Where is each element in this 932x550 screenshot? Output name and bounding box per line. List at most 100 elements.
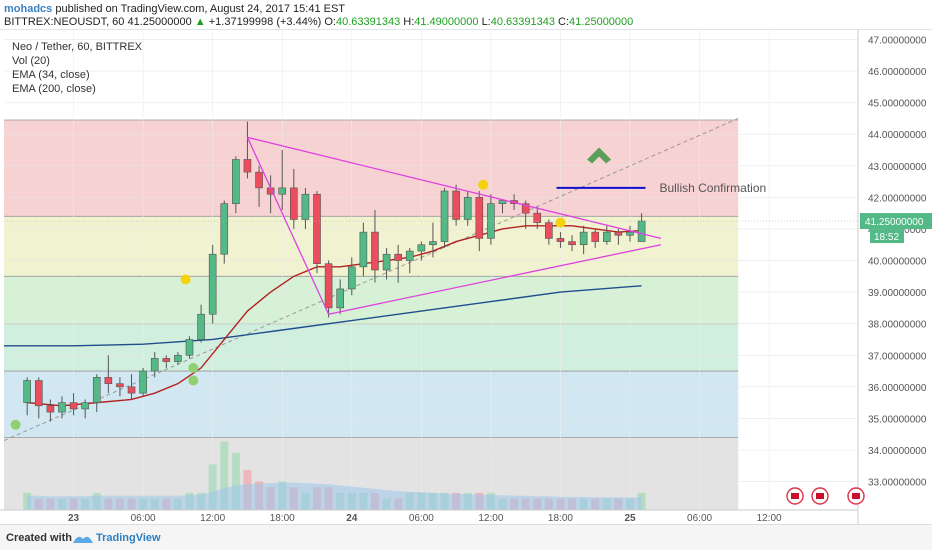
- volume-bar: [231, 452, 240, 510]
- candle-body: [521, 203, 530, 214]
- volume-bar: [220, 441, 229, 510]
- price-tick-label: 34.00000000: [868, 446, 927, 457]
- candle-body: [278, 187, 287, 195]
- candle-body: [301, 193, 310, 220]
- time-tick-label: 24: [346, 513, 358, 524]
- price-tick-label: 43.00000000: [868, 162, 927, 173]
- fib-band: [4, 276, 739, 324]
- candle-body: [197, 313, 205, 340]
- marker-dot: [188, 362, 199, 373]
- author-link[interactable]: mohadcs: [4, 3, 53, 15]
- marker-dot: [188, 375, 199, 386]
- low-value: 40.63391343: [490, 16, 555, 28]
- candle-body: [208, 253, 217, 315]
- flag-icon: [791, 493, 799, 499]
- ema-200-line: [4, 285, 642, 347]
- tradingview-brand[interactable]: TradingView: [96, 532, 161, 544]
- open-value: 40.63391343: [335, 16, 401, 28]
- legend-title: Neo / Tether, 60, BITTREX: [12, 41, 143, 53]
- close-value: 41.25000000: [569, 16, 634, 28]
- candle-body: [243, 159, 252, 173]
- marker-dot: [555, 217, 566, 228]
- price-tick-label: 44.00000000: [868, 130, 927, 141]
- last-price-badge: [860, 213, 932, 230]
- candle-body: [324, 263, 333, 309]
- legend-ema34: EMA (34, close): [12, 69, 90, 81]
- last-price: 41.25000000: [127, 16, 192, 28]
- publish-info: published on TradingView.com, August 24,…: [55, 3, 346, 15]
- chart-header: mohadcs published on TradingView.com, Au…: [0, 0, 932, 30]
- volume-bar: [208, 464, 217, 510]
- up-arrow-icon: [587, 147, 612, 164]
- triangle-trendline: [246, 137, 330, 315]
- candle-body: [371, 231, 379, 271]
- marker-dot: [180, 274, 191, 285]
- fib-band: [4, 371, 739, 438]
- candle-body: [127, 386, 136, 394]
- candle-body: [475, 197, 484, 239]
- candle-body: [637, 220, 646, 242]
- time-tick-label: 18:00: [548, 513, 573, 524]
- time-tick-label: 23: [68, 513, 80, 524]
- candle-body: [579, 231, 588, 246]
- legend-ema200: EMA (200, close): [12, 83, 96, 95]
- low-label: L:: [481, 16, 491, 28]
- candle-body: [220, 203, 229, 255]
- candle-body: [347, 266, 356, 290]
- candle-body: [545, 222, 553, 239]
- price-tick-label: 36.00000000: [868, 383, 927, 394]
- candle-body: [591, 231, 600, 242]
- legend-vol: Vol (20): [12, 55, 50, 67]
- candle-body: [46, 405, 55, 413]
- candle-body: [23, 380, 31, 403]
- time-tick-label: 06:00: [131, 513, 156, 524]
- publish-line: mohadcs published on TradingView.com, Au…: [4, 3, 345, 15]
- price-tick-label: 38.00000000: [868, 320, 927, 331]
- candle-body: [417, 244, 426, 252]
- ohlc-line: BITTREX:NEOUSDT, 60 41.25000000 ▲ +1.371…: [4, 16, 633, 28]
- price-tick-label: 47.00000000: [868, 35, 927, 46]
- triangle-trendline: [247, 136, 662, 240]
- confirmation-label: Bullish Confirmation: [659, 181, 766, 195]
- volume-ma-area: [27, 482, 642, 510]
- candle-body: [359, 231, 368, 268]
- fib-band: [4, 323, 739, 372]
- candle-body: [174, 354, 182, 362]
- candle-body: [429, 241, 437, 246]
- candle-body: [92, 377, 101, 403]
- fib-band: [4, 216, 739, 277]
- countdown-badge: [870, 229, 904, 244]
- candle-body: [533, 212, 542, 223]
- candle-body: [626, 231, 634, 236]
- time-tick-label: 12:00: [757, 513, 782, 524]
- candle-body: [58, 402, 66, 413]
- time-tick-label: 25: [624, 513, 636, 524]
- price-change: +1.37199998 (+3.44%): [208, 16, 322, 28]
- price-tick-label: 35.00000000: [868, 414, 927, 425]
- price-tick-label: 42.00000000: [868, 193, 927, 204]
- marker-dot: [10, 419, 21, 430]
- footer: Created with TradingView: [0, 524, 932, 550]
- candle-body: [255, 171, 263, 189]
- chart-area[interactable]: Bullish Confirmation 47.00000000 46.000000…: [0, 30, 932, 524]
- price-tick-label: 37.00000000: [868, 351, 927, 362]
- time-tick-label: 12:00: [200, 513, 225, 524]
- candle-body: [452, 190, 460, 220]
- candle-body: [336, 288, 344, 309]
- flag-icon: [852, 493, 860, 499]
- close-label: C:: [558, 16, 570, 28]
- candle-body: [556, 238, 565, 242]
- candle-body: [232, 159, 240, 204]
- price-chart[interactable]: Bullish Confirmation 47.00000000 46.000000…: [0, 30, 932, 524]
- candle-body: [290, 187, 298, 220]
- candle-body: [69, 402, 78, 410]
- last-price-label: 41.25000000: [865, 217, 924, 228]
- high-label: H:: [403, 16, 415, 28]
- high-value: 41.49000000: [414, 16, 479, 28]
- dashed-trendline: [3, 117, 739, 441]
- symbol-label: BITTREX:NEOUSDT, 60: [4, 16, 125, 28]
- candle-body: [568, 241, 576, 246]
- candle-body: [463, 197, 472, 220]
- candle-body: [394, 253, 402, 261]
- created-with-label: Created with: [6, 532, 73, 544]
